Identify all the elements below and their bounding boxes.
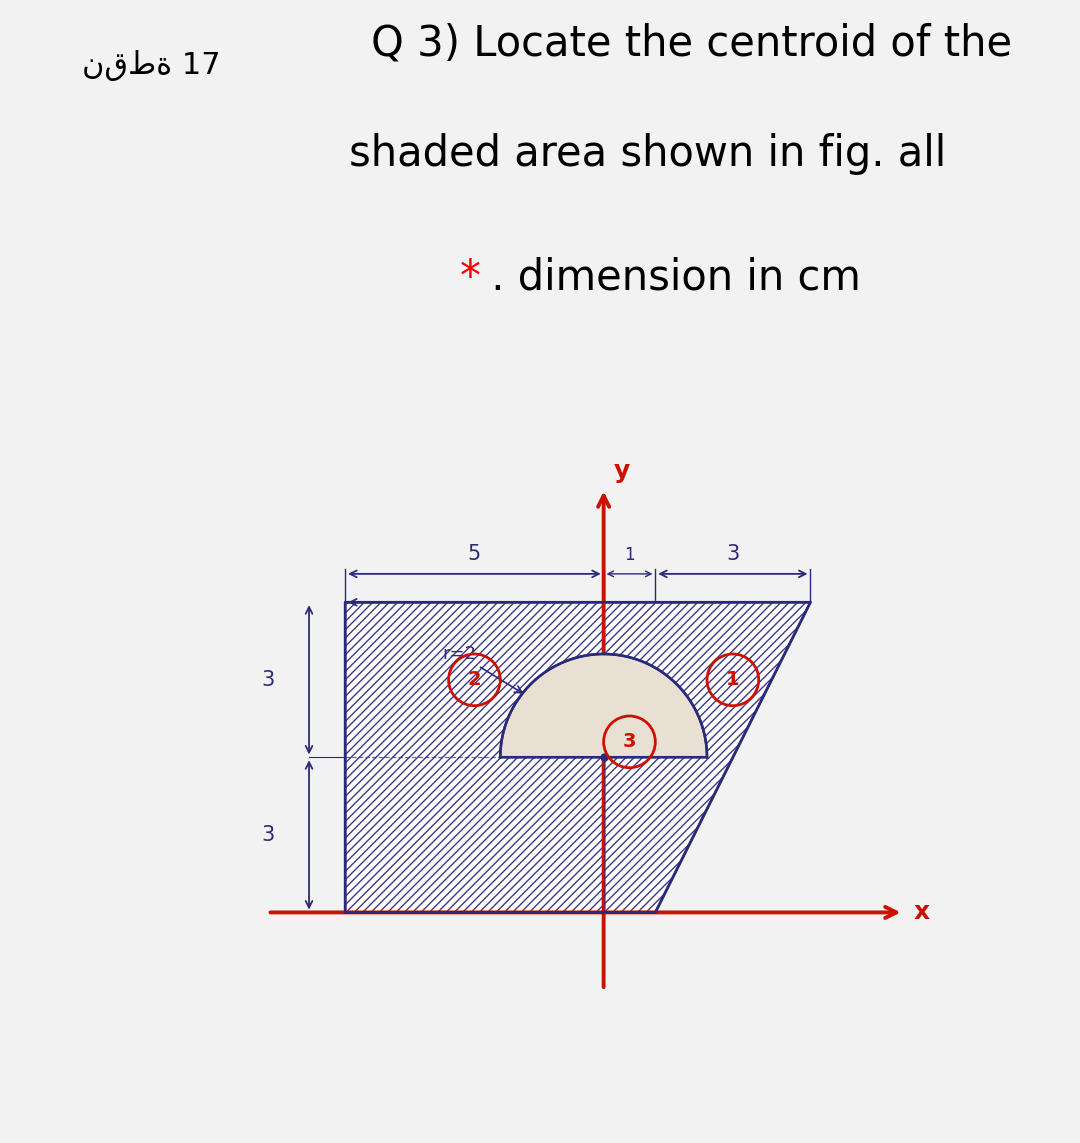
Text: 3: 3 — [726, 544, 740, 563]
Text: 3: 3 — [623, 733, 636, 751]
Text: 3: 3 — [261, 825, 274, 845]
Text: x: x — [914, 901, 930, 925]
Polygon shape — [346, 602, 810, 912]
Text: 5: 5 — [468, 544, 481, 563]
Text: *: * — [459, 257, 481, 299]
Text: 1: 1 — [624, 545, 635, 563]
Text: Q 3) Locate the centroid of the: Q 3) Locate the centroid of the — [370, 23, 1012, 65]
Text: y: y — [615, 459, 631, 483]
Text: shaded area shown in fig. all: shaded area shown in fig. all — [349, 133, 947, 175]
Text: . dimension in cm: . dimension in cm — [478, 257, 861, 299]
Text: r=2: r=2 — [442, 645, 522, 693]
Polygon shape — [500, 654, 707, 758]
Text: نقطة 17: نقطة 17 — [82, 50, 220, 81]
Text: 1: 1 — [726, 670, 740, 689]
Text: 2: 2 — [468, 670, 482, 689]
Text: 3: 3 — [261, 670, 274, 690]
